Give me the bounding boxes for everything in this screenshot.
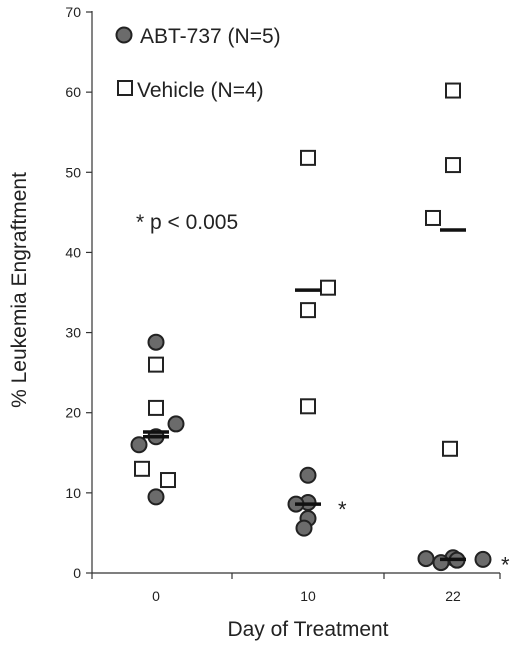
vehicle-point — [300, 149, 316, 166]
vehicle-point — [148, 356, 164, 373]
legend-marker-abt-737 — [115, 26, 133, 44]
abt-737-point — [474, 550, 492, 568]
x-tick-label: 0 — [152, 588, 160, 604]
vehicle-point — [148, 399, 164, 416]
vehicle-point — [300, 398, 316, 415]
legend: ABT-737 (N=5) Vehicle (N=4) — [115, 25, 281, 102]
y-tick-label: 0 — [73, 565, 81, 581]
abt-737-point — [295, 519, 313, 537]
abt-737-point — [299, 466, 317, 484]
abt-737-point — [147, 333, 165, 351]
legend-marker-vehicle — [117, 80, 133, 96]
y-tick-label: 60 — [65, 84, 81, 100]
x-tick-label: 10 — [300, 588, 316, 604]
axes: 0 10 20 30 40 50 60 70 0 10 22 — [65, 4, 501, 604]
vehicle-point — [160, 472, 176, 489]
vehicle-point — [442, 440, 458, 457]
vehicle-point — [134, 460, 150, 477]
abt-737-point — [147, 488, 165, 506]
abt-737-point — [417, 550, 435, 568]
p-value-annotation: * p < 0.005 — [136, 211, 238, 234]
abt-737-point — [432, 554, 450, 572]
vehicle-point — [445, 82, 461, 99]
y-tick-label: 40 — [65, 244, 81, 260]
vehicle-point — [425, 209, 441, 226]
abt-737-point — [130, 436, 148, 454]
abt-737-point — [167, 415, 185, 433]
vehicle-point — [320, 279, 336, 296]
x-tick-label: 22 — [445, 588, 461, 604]
vehicle-point — [300, 302, 316, 319]
y-tick-label: 70 — [65, 4, 81, 20]
y-axis-title: % Leukemia Engraftment — [8, 172, 31, 408]
vehicle-point — [445, 157, 461, 174]
y-tick-label: 10 — [65, 485, 81, 501]
y-tick-label: 50 — [65, 164, 81, 180]
x-axis-title: Day of Treatment — [227, 618, 388, 641]
significance-star: * — [338, 497, 347, 522]
legend-label-vehicle: Vehicle (N=4) — [137, 79, 264, 102]
y-tick-label: 30 — [65, 325, 81, 341]
data-marks: ** — [130, 82, 510, 577]
significance-star: * — [501, 552, 510, 577]
y-tick-label: 20 — [65, 405, 81, 421]
legend-label-abt-737: ABT-737 (N=5) — [140, 25, 281, 48]
